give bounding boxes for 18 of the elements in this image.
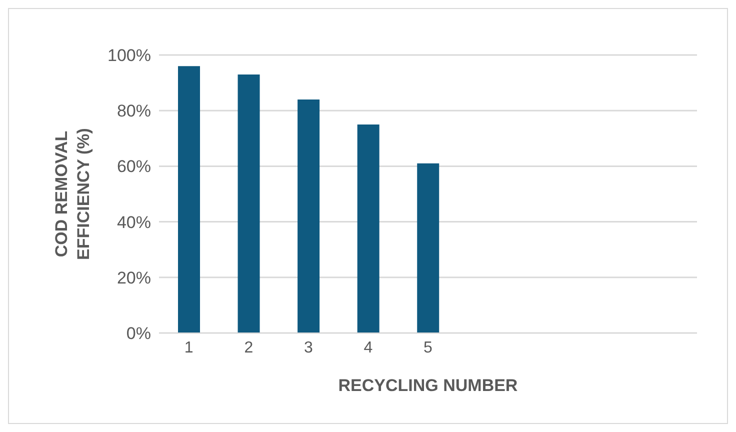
- bar: [178, 66, 200, 333]
- bar: [298, 99, 320, 333]
- y-tick-label: 20%: [116, 268, 151, 288]
- y-tick-label: 0%: [126, 324, 151, 344]
- x-tick-label: 4: [364, 339, 373, 356]
- x-tick-label: 5: [424, 339, 433, 356]
- bar: [417, 163, 440, 333]
- bar: [357, 124, 380, 333]
- y-tick-label: 60%: [116, 157, 151, 176]
- y-tick-label: 80%: [116, 102, 151, 121]
- y-axis-title: COD REMOVAL EFFICIENCY (%): [52, 128, 93, 260]
- x-tick-label: 3: [304, 339, 313, 356]
- bar: [238, 74, 260, 333]
- y-tick-label: 100%: [108, 46, 151, 66]
- y-tick-label: 40%: [116, 212, 151, 232]
- x-tick-label: 1: [184, 339, 194, 356]
- x-axis-title: RECYCLING NUMBER: [338, 376, 518, 395]
- x-tick-label: 2: [244, 339, 254, 356]
